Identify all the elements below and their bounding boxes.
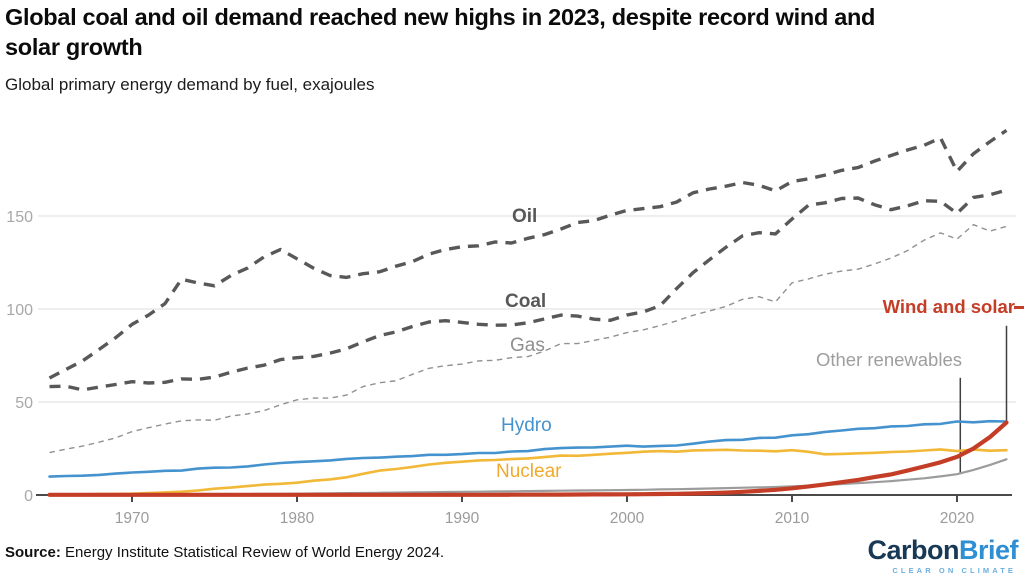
carbonbrief-logo: CarbonBrief CLEAR ON CLIMATE [867, 537, 1018, 575]
y-axis-label-50: 50 [15, 395, 33, 412]
source-note: Source: Energy Institute Statistical Rev… [5, 544, 444, 561]
series-label-other-renewables: Other renewables [815, 349, 962, 370]
logo-brief: Brief [958, 535, 1019, 565]
series-label-hydro: Hydro [501, 415, 552, 436]
series-line-coal [49, 188, 1007, 392]
series-label-wind-and-solar: Wind and solar [882, 296, 1015, 317]
source-text: Energy Institute Statistical Review of W… [60, 544, 445, 561]
x-axis-label-1980: 1980 [280, 510, 315, 527]
y-axis-label-0: 0 [24, 488, 33, 505]
page-title-line2: solar growth [5, 34, 143, 60]
y-axis-label-150: 150 [6, 209, 33, 226]
series-label-nuclear: Nuclear [496, 461, 562, 482]
x-axis-label-2020: 2020 [940, 510, 975, 527]
series-label-coal: Coal [505, 291, 547, 312]
series-label-gas: Gas [510, 335, 545, 356]
page-title-line1: Global coal and oil demand reached new h… [5, 4, 876, 30]
x-axis-label-1970: 1970 [115, 510, 150, 527]
series-line-gas [49, 223, 1007, 454]
series-line-nuclear [48, 448, 1008, 496]
logo-carbon: Carbon [867, 535, 959, 565]
carbonbrief-wordmark: CarbonBrief [867, 537, 1018, 564]
page-subtitle: Global primary energy demand by fuel, ex… [5, 75, 375, 94]
x-axis-label-2000: 2000 [610, 510, 645, 527]
x-axis-label-2010: 2010 [775, 510, 810, 527]
series-line-hydro [48, 419, 1008, 478]
series-line-wind-and-solar [47, 420, 1009, 497]
page-title: Global coal and oil demand reached new h… [5, 2, 1017, 62]
series-label-oil: Oil [512, 206, 538, 227]
y-axis-label-100: 100 [6, 302, 33, 319]
series-line-oil [48, 128, 1008, 380]
logo-tagline: CLEAR ON CLIMATE [892, 566, 1016, 575]
x-axis-label-1990: 1990 [445, 510, 480, 527]
source-label: Source: [5, 544, 61, 561]
